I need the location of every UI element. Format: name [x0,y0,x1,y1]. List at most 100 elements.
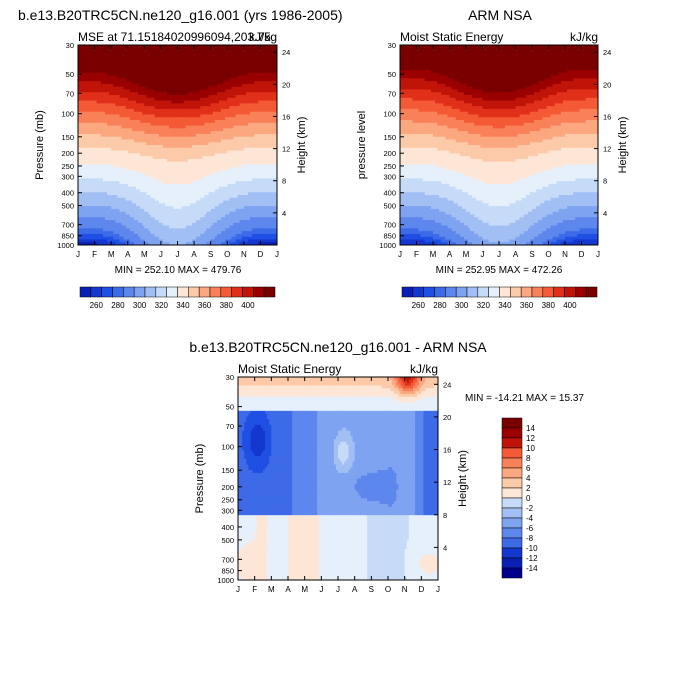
model-contour-cell [104,225,108,229]
model-contour-cell [107,233,110,238]
model-contour-cell [212,136,216,140]
model-contour-cell [187,81,191,85]
model-contour-cell [165,220,168,224]
model-contour-cell [154,50,158,54]
model-contour-cell [113,150,116,154]
model-contour-cell [175,45,178,49]
model-contour-cell [198,214,201,218]
model-contour-cell [173,183,176,188]
model-contour-cell [171,78,174,82]
model-contour-cell [136,125,139,129]
model-contour-cell [96,239,100,243]
model-contour-cell [127,56,131,60]
model-contour-cell [194,167,197,171]
model-contour-cell [125,56,129,60]
model-contour-cell [175,106,178,110]
model-contour-cell [125,211,129,215]
model-contour-cell [129,175,133,179]
model-contour-cell [194,50,197,54]
model-contour-cell [104,192,108,196]
model-contour-cell [148,61,151,65]
model-contour-cell [94,236,98,240]
model-contour-cell [158,175,162,179]
model-contour-cell [96,150,100,154]
model-contour-cell [109,86,112,90]
model-contour-cell [100,186,104,190]
model-contour-cell [150,228,154,232]
model-contour-cell [148,147,151,151]
model-contour-cell [102,136,106,140]
model-contour-cell [98,231,102,235]
model-contour-cell [212,61,216,65]
model-contour-cell [84,142,87,146]
model-contour-cell [208,233,212,238]
model-contour-cell [88,75,91,79]
model-contour-cell [158,222,162,226]
model-contour-cell [144,103,147,107]
model-contour-cell [117,147,120,151]
model-contour-cell [189,145,193,149]
model-contour-cell [179,67,183,71]
model-contour-cell [171,220,174,224]
model-contour-cell [148,106,151,110]
model-contour-cell [160,142,164,146]
model-contour-cell [169,145,172,149]
model-contour-cell [173,122,176,126]
model-contour-cell [185,153,189,157]
model-contour-cell [183,222,187,226]
model-contour-cell [177,122,180,126]
model-contour-cell [133,81,137,85]
model-contour-cell [140,186,143,190]
model-contour-cell [131,95,135,99]
model-contour-cell [160,147,164,151]
model-contour-cell [165,131,168,135]
model-contour-cell [216,56,220,60]
model-contour-cell [218,75,222,79]
model-contour-cell [146,164,149,168]
model-contour-cell [125,189,129,193]
model-contour-cell [107,50,110,54]
model-contour-cell [187,236,191,240]
model-contour-cell [127,117,131,121]
model-contour-cell [80,122,83,126]
model-contour-cell [154,156,158,160]
model-contour-cell [150,153,154,157]
model-contour-cell [173,170,176,174]
model-contour-cell [104,114,108,118]
model-contour-cell [84,183,87,188]
model-contour-cell [82,147,85,151]
model-contour-cell [210,125,214,129]
model-contour-cell [102,131,106,135]
model-contour-cell [90,220,93,224]
model-contour-cell [121,53,124,57]
model-contour-cell [175,145,178,149]
model-contour-cell [212,153,216,157]
model-contour-cell [94,56,98,60]
model-contour-cell [100,231,104,235]
model-contour-cell [198,131,201,135]
model-contour-cell [169,70,172,74]
model-contour-cell [117,75,120,79]
model-contour-cell [123,78,127,82]
model-contour-cell [123,64,127,68]
model-contour-cell [131,47,135,51]
model-contour-cell [208,97,212,101]
model-contour-cell [169,181,172,185]
model-contour-cell [192,228,195,232]
model-contour-cell [138,217,141,221]
model-contour-cell [208,231,212,235]
model-contour-cell [146,45,149,49]
model-contour-cell [86,128,89,132]
model-contour-cell [154,56,158,60]
model-contour-cell [165,195,168,199]
model-contour-cell [196,106,199,110]
model-contour-cell [152,53,156,57]
model-contour-cell [175,183,178,188]
model-contour-cell [169,103,172,107]
model-contour-cell [117,178,120,182]
model-contour-cell [111,142,114,146]
model-contour-cell [206,167,209,171]
model-contour-cell [148,81,151,85]
model-contour-cell [92,195,95,199]
model-contour-cell [136,53,139,57]
